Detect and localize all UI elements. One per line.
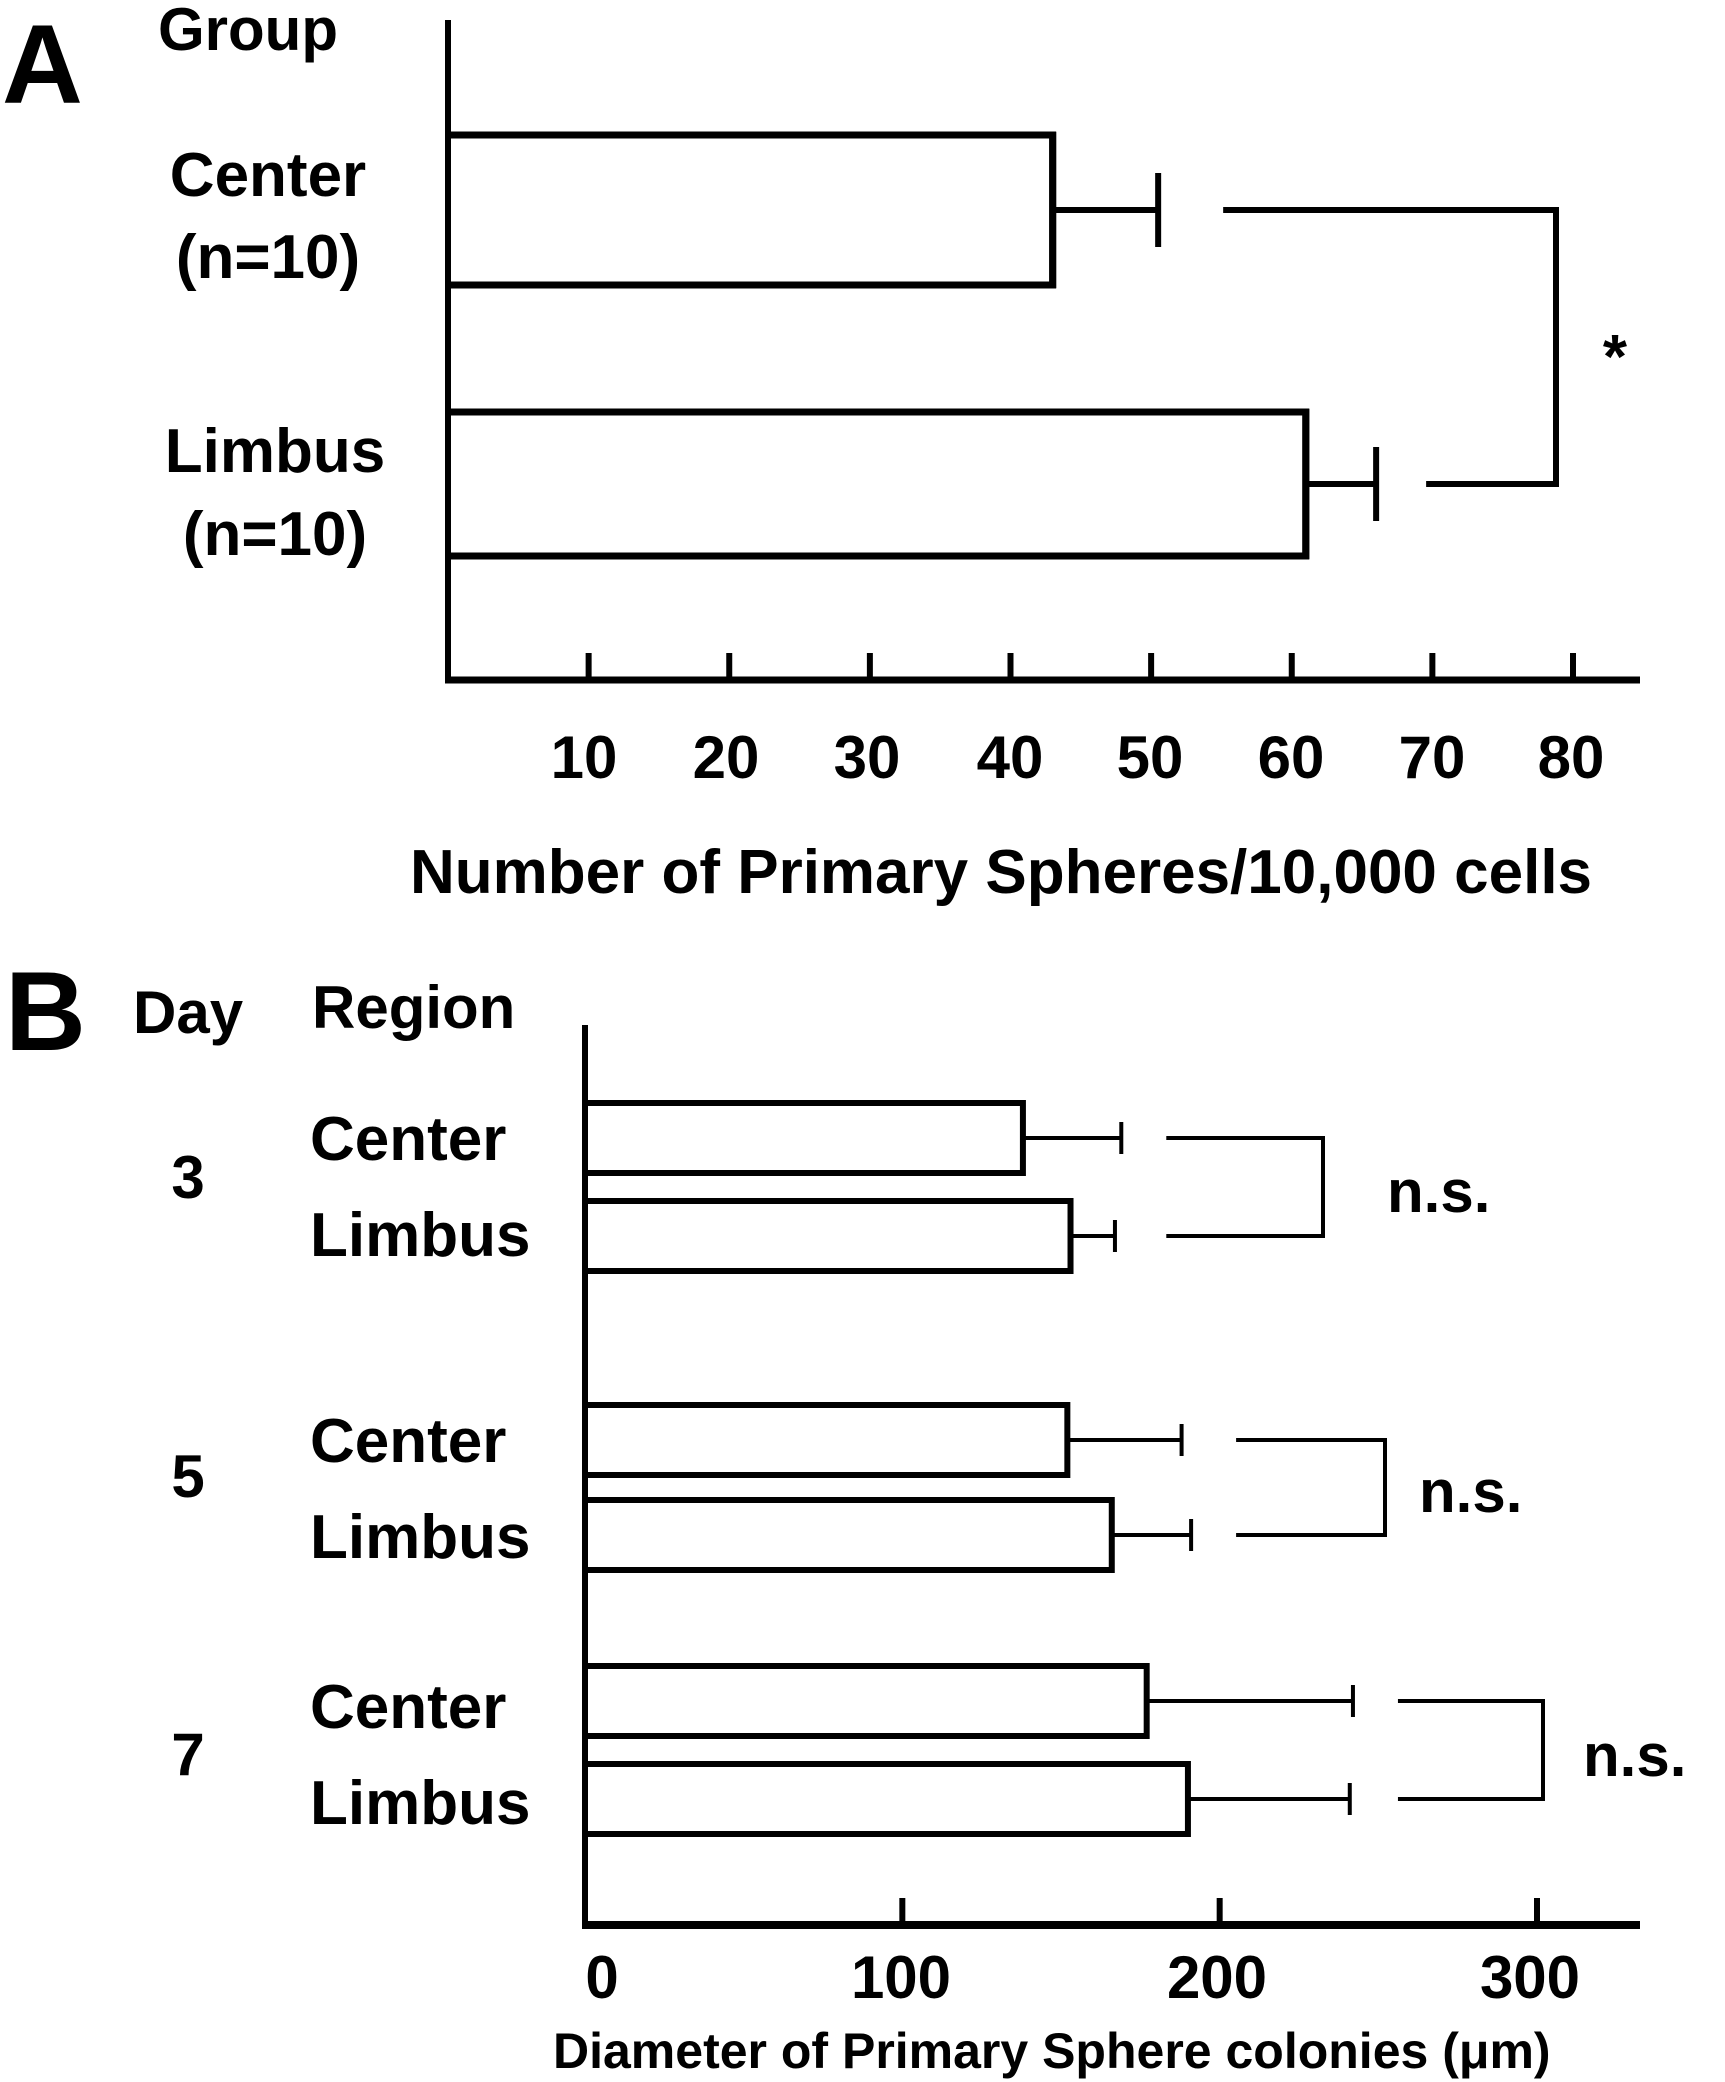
bar — [585, 1497, 1115, 1573]
x-tick-label: 100 — [851, 1944, 951, 2011]
region-label: Limbus — [310, 1769, 530, 1838]
significance-label: * — [1603, 323, 1628, 392]
category-sublabel: (n=10) — [183, 500, 367, 569]
panel-a-xlabel: Number of Primary Spheres/10,000 cells — [410, 838, 1592, 907]
region-label: Limbus — [310, 1201, 530, 1270]
significance-bracket — [1223, 207, 1559, 487]
significance-bracket — [1236, 1438, 1387, 1537]
x-tick-label: 200 — [1167, 1944, 1267, 2011]
significance-label: n.s. — [1583, 1722, 1686, 1789]
region-label: Center — [310, 1673, 506, 1742]
x-tick-label: 40 — [977, 724, 1044, 791]
region-label: Center — [310, 1105, 506, 1174]
day-label: 3 — [171, 1144, 204, 1211]
region-label: Center — [310, 1407, 506, 1476]
panel-b-label: B — [5, 949, 86, 1074]
panel-b-plot: 0 100 200 300 3 Center Limbus n.s. 5 Center Limbus… — [171, 1025, 1686, 2011]
significance-bracket — [1397, 1699, 1545, 1801]
x-tick-label: 70 — [1399, 724, 1466, 791]
bar — [585, 1198, 1074, 1274]
x-tick-label: 30 — [834, 724, 901, 791]
bar — [585, 1402, 1071, 1478]
x-tick-label: 80 — [1538, 724, 1605, 791]
x-tick-label: 20 — [693, 724, 760, 791]
panel-a-row-header: Group — [158, 0, 338, 63]
bar — [448, 131, 1057, 289]
panel-a-plot: 10 20 30 40 50 60 70 80 Center (n=10) Limbus (n=10)… — [165, 20, 1640, 791]
bar — [448, 408, 1310, 560]
panel-b-group-header: Day — [133, 979, 244, 1046]
significance-label: n.s. — [1419, 1458, 1522, 1525]
day-label: 5 — [171, 1443, 204, 1510]
significance-bracket — [1166, 1136, 1325, 1238]
panel-a-label: A — [2, 2, 83, 127]
x-tick-label: 60 — [1258, 724, 1325, 791]
category-label: Center — [170, 141, 366, 210]
category-label: Limbus — [165, 417, 385, 486]
panel-b-row-header: Region — [312, 974, 515, 1041]
day-label: 7 — [171, 1721, 204, 1788]
x-tick-label: 300 — [1480, 1944, 1580, 2011]
x-tick-label: 0 — [585, 1944, 618, 2011]
category-sublabel: (n=10) — [176, 223, 360, 292]
panel-b-xlabel: Diameter of Primary Sphere colonies (μm) — [553, 2023, 1551, 2079]
x-tick-label: 50 — [1117, 724, 1184, 791]
bar — [585, 1100, 1026, 1176]
bar — [585, 1761, 1191, 1837]
bar — [585, 1663, 1150, 1739]
significance-label: n.s. — [1387, 1158, 1490, 1225]
x-tick-label: 10 — [551, 724, 618, 791]
region-label: Limbus — [310, 1503, 530, 1572]
